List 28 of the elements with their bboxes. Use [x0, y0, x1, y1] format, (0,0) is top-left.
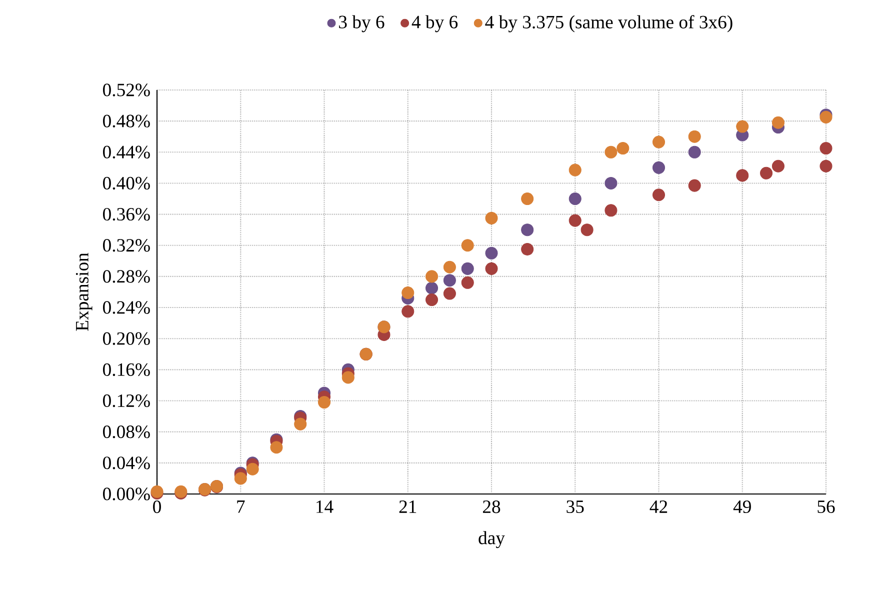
y-tick-label: 0.52% [103, 84, 150, 96]
y-tick-label: 0.20% [103, 332, 150, 345]
legend-label: 4 by 6 [412, 15, 458, 32]
y-tick-label: 0.16% [103, 363, 150, 376]
x-tick-label: 28 [482, 500, 500, 514]
x-tick-label: 49 [733, 500, 751, 514]
y-tick-label: 0.08% [103, 425, 150, 438]
x-tick-label: 21 [399, 500, 416, 513]
y-tick-label: 0.12% [103, 394, 150, 408]
y-tick-label: 0.40% [103, 176, 150, 190]
y-tick-label: 0.04% [103, 456, 150, 470]
y-tick-label: 0.28% [103, 270, 150, 283]
x-axis-title: day [478, 531, 505, 548]
legend-label: 4 by 3.375 (same volume of 3x6) [485, 15, 732, 32]
y-tick-label: 0.44% [103, 146, 150, 158]
y-axis-title: Expansion [76, 252, 92, 331]
x-tick-label: 0 [153, 500, 161, 514]
y-tick-label: 0.36% [103, 208, 150, 221]
legend-label: 3 by 6 [339, 15, 384, 32]
x-tick-label: 7 [237, 500, 245, 513]
x-tick-label: 42 [650, 500, 668, 513]
x-tick-label: 14 [316, 500, 334, 513]
y-tick-label: 0.48% [103, 114, 150, 128]
y-tick-label: 0.00% [103, 488, 150, 500]
x-tick-label: 56 [818, 500, 835, 514]
y-tick-label: 0.24% [103, 301, 150, 314]
y-tick-label: 0.32% [103, 239, 150, 252]
x-tick-label: 35 [566, 500, 584, 514]
